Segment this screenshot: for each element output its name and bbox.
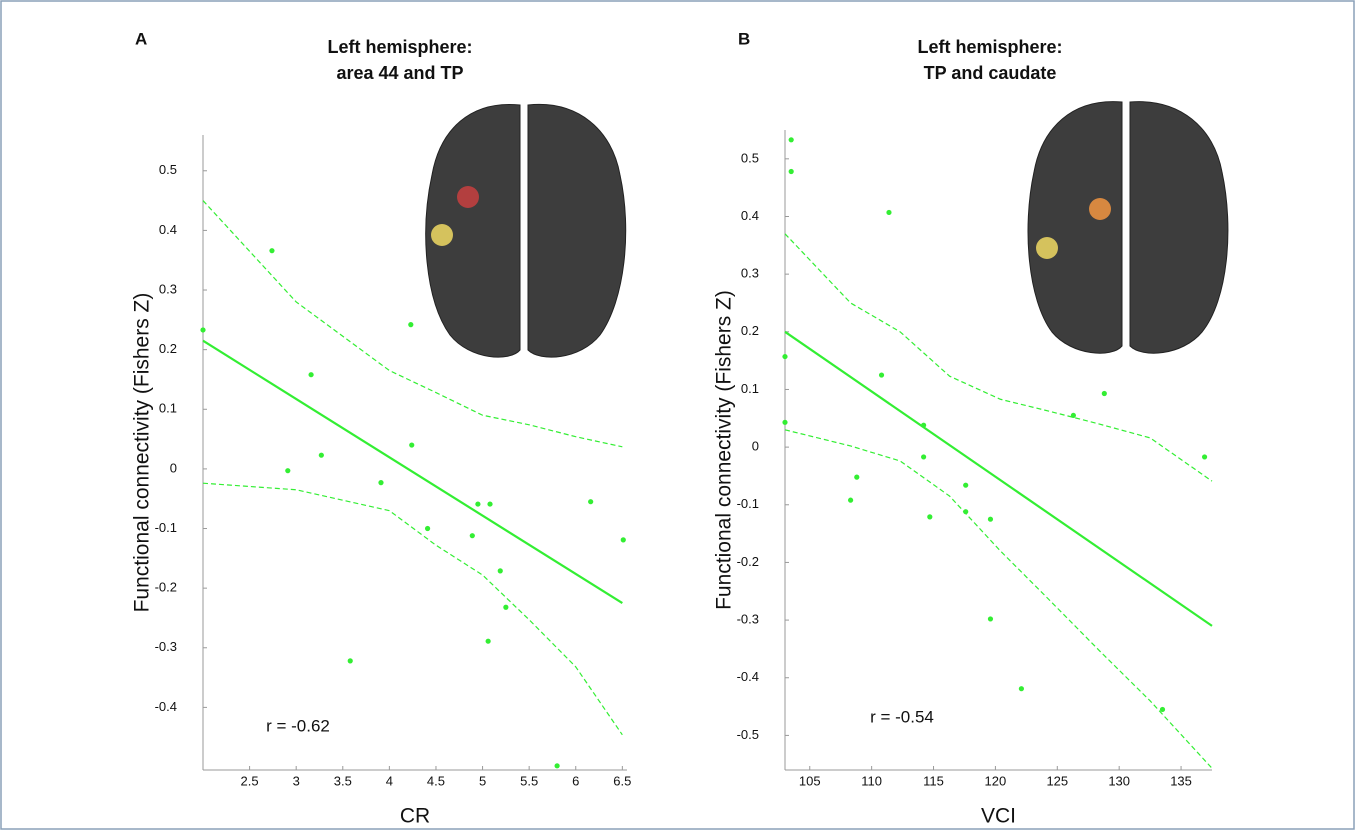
y-tick-label: 0 <box>752 439 759 454</box>
y-tick-label: -0.1 <box>737 496 759 511</box>
point <box>921 422 927 428</box>
y-tick-label: -0.4 <box>737 669 759 684</box>
point <box>378 480 384 486</box>
y-tick-label: 0.2 <box>159 341 177 356</box>
y-axis-label: Functional connectivity (Fishers Z) <box>131 293 154 613</box>
point <box>487 501 493 507</box>
y-tick-label: 0.1 <box>159 401 177 416</box>
chart-title: Left hemisphere: <box>917 37 1062 57</box>
y-tick-label: -0.2 <box>155 580 177 595</box>
annotation: r = -0.54 <box>870 707 934 726</box>
point <box>285 468 291 474</box>
y-tick-label: -0.2 <box>737 554 759 569</box>
fit-line <box>784 330 1213 627</box>
y-tick-label: -0.1 <box>155 520 177 535</box>
x-tick-label: 125 <box>1046 773 1068 788</box>
x-tick-label: 4.5 <box>427 773 445 788</box>
point <box>1018 686 1024 692</box>
x-tick-label: 3.5 <box>334 773 352 788</box>
x-axis-label: VCI <box>981 805 1016 828</box>
point <box>1070 412 1076 419</box>
panel-label: B <box>738 29 750 48</box>
ci-lower <box>784 429 1213 769</box>
x-tick-label: 6 <box>572 773 579 788</box>
ci-lower <box>202 482 623 736</box>
point <box>269 248 275 254</box>
point <box>854 474 860 480</box>
x-tick-label: 120 <box>985 773 1007 788</box>
point <box>409 442 415 448</box>
point <box>788 137 794 143</box>
y-tick-label: 0.4 <box>741 208 759 223</box>
x-tick-label: 105 <box>799 773 821 788</box>
point <box>921 454 927 460</box>
point <box>1159 706 1166 713</box>
point <box>503 604 509 610</box>
point <box>782 419 788 425</box>
point <box>475 501 481 507</box>
y-tick-label: 0.4 <box>159 222 177 237</box>
x-tick-label: 115 <box>923 773 944 788</box>
x-tick-label: 110 <box>861 773 882 788</box>
point <box>963 509 969 515</box>
brain-b <box>1027 101 1229 354</box>
chart-title: TP and caudate <box>924 63 1057 83</box>
x-tick-label: 135 <box>1170 773 1192 788</box>
point <box>1101 390 1107 397</box>
point <box>588 499 594 505</box>
y-tick-label: 0.3 <box>159 281 177 296</box>
fit-line <box>202 339 623 604</box>
point <box>308 372 314 378</box>
point <box>620 537 626 543</box>
x-tick-label: 2.5 <box>241 773 259 788</box>
point <box>788 168 794 175</box>
chart-title: Left hemisphere: <box>327 37 472 57</box>
point <box>987 516 994 522</box>
point <box>554 763 560 769</box>
y-axis-label: Functional connectivity (Fishers Z) <box>713 290 736 610</box>
x-tick-label: 5.5 <box>520 773 538 788</box>
y-tick-label: -0.4 <box>155 699 177 714</box>
point <box>469 533 475 539</box>
y-tick-label: 0.3 <box>741 266 759 281</box>
x-tick-label: 5 <box>479 773 486 788</box>
y-tick-label: 0.5 <box>159 162 177 177</box>
point <box>200 327 206 333</box>
y-tick-label: -0.5 <box>737 727 759 742</box>
point <box>963 482 969 488</box>
point <box>927 514 933 520</box>
point <box>782 353 788 360</box>
ci-upper <box>202 200 623 448</box>
panel-label: A <box>135 29 147 48</box>
x-tick-label: 4 <box>386 773 393 788</box>
x-tick-label: 3 <box>293 773 300 788</box>
point <box>987 616 994 622</box>
ci-upper <box>784 233 1213 482</box>
point <box>347 658 353 664</box>
brain-a <box>425 103 627 358</box>
point <box>847 497 854 503</box>
point <box>497 568 503 574</box>
point <box>485 638 491 644</box>
y-tick-label: -0.3 <box>737 612 759 627</box>
point <box>408 322 414 328</box>
y-tick-label: 0 <box>170 460 177 475</box>
point <box>886 209 892 216</box>
x-axis-label: CR <box>400 805 430 828</box>
point <box>424 525 431 532</box>
point <box>318 452 324 458</box>
x-tick-label: 6.5 <box>613 773 631 788</box>
y-tick-label: 0.5 <box>741 150 759 165</box>
x-tick-label: 130 <box>1108 773 1130 788</box>
annotation: r = -0.62 <box>266 716 330 735</box>
y-tick-label: -0.3 <box>155 639 177 654</box>
point <box>1201 454 1208 460</box>
chart-title: area 44 and TP <box>336 63 463 83</box>
y-tick-label: 0.1 <box>741 381 759 396</box>
y-tick-label: 0.2 <box>741 323 759 338</box>
point <box>878 372 885 378</box>
